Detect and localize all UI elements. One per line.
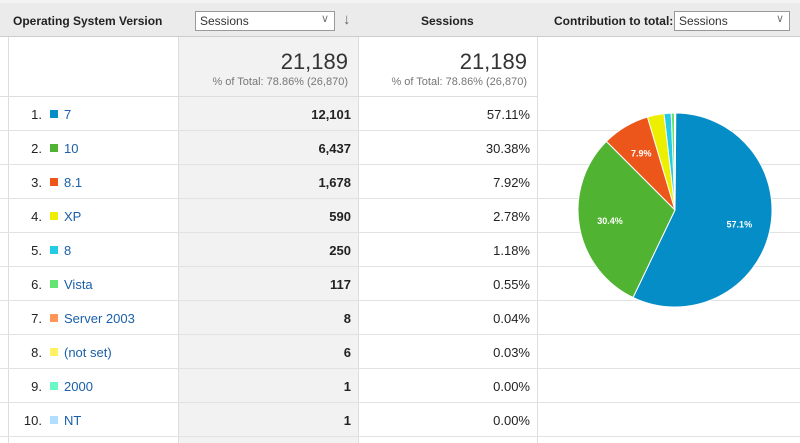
legend-swatch-icon <box>50 382 58 390</box>
contribution-pct: 0.55% <box>493 277 530 292</box>
total-value: 21,189 <box>280 49 348 74</box>
os-link[interactable]: 10 <box>64 141 79 156</box>
row-index: 3. <box>31 175 42 190</box>
chevron-down-icon: ∨ <box>320 13 329 25</box>
os-link[interactable]: 2000 <box>64 379 93 394</box>
totals-row <box>0 37 537 97</box>
legend-swatch-icon <box>50 178 58 186</box>
table-row: 2. 10 6,437 30.38% <box>0 131 800 165</box>
table-row: 3. 8.1 1,678 7.92% <box>0 165 800 199</box>
sessions-value: 12,101 <box>311 107 351 122</box>
table-row: 6. Vista 117 0.55% <box>0 267 800 301</box>
row-index: 5. <box>31 243 42 258</box>
metric-select-value: Sessions <box>200 14 249 28</box>
os-link[interactable]: XP <box>64 209 82 224</box>
contribution-pct: 0.00% <box>493 413 530 428</box>
contribution-pct: 2.78% <box>493 209 530 224</box>
contribution-pct: 0.03% <box>493 345 530 360</box>
os-link[interactable]: NT <box>64 413 82 428</box>
sessions-value: 117 <box>330 277 351 292</box>
row-index: 6. <box>31 277 42 292</box>
row-index: 1. <box>31 107 42 122</box>
sessions-value: 6 <box>343 345 351 360</box>
pie-slice-label: 30.4% <box>597 216 623 226</box>
sort-column-shade <box>178 37 358 443</box>
chevron-down-icon: ∨ <box>775 13 784 25</box>
legend-swatch-icon <box>50 314 58 322</box>
sessions-value: 1 <box>343 413 351 428</box>
sessions-value: 1 <box>343 379 351 394</box>
table-row: 1. 7 12,101 57.11% <box>0 97 800 131</box>
legend-swatch-icon <box>50 246 58 254</box>
os-link[interactable]: (not set) <box>64 345 112 360</box>
os-link[interactable]: 8 <box>64 243 72 258</box>
total-sessions-sorted: 21,189 % of Total: 78.86% (26,870) <box>178 37 358 97</box>
pie-slice-NT[interactable] <box>674 112 677 211</box>
sessions-value: 1,678 <box>318 175 351 190</box>
sessions-value: 6,437 <box>318 141 351 156</box>
dimension-header[interactable]: Operating System Version <box>13 14 163 28</box>
table-row: 5. 8 250 1.18% <box>0 233 800 267</box>
contribution-pct: 0.00% <box>493 379 530 394</box>
table-row: 9. 2000 1 0.00% <box>0 369 800 403</box>
total-sub: % of Total: 78.86% (26,870) <box>212 76 348 88</box>
row-index: 10. <box>23 413 42 428</box>
table-row: 10. NT 1 0.00% <box>0 403 800 437</box>
sessions-value: 590 <box>329 209 351 224</box>
contribution-select[interactable]: Sessions ∨ <box>674 11 790 31</box>
row-index: 7. <box>31 311 42 326</box>
total-value: 21,189 <box>459 49 527 74</box>
sessions-value: 250 <box>329 243 351 258</box>
legend-swatch-icon <box>50 416 58 424</box>
contribution-pct: 57.11% <box>486 107 530 122</box>
legend-swatch-icon <box>50 110 58 118</box>
sessions-header[interactable]: Sessions <box>421 14 474 28</box>
total-sessions: 21,189 % of Total: 78.86% (26,870) <box>358 37 537 97</box>
contribution-label: Contribution to total: <box>554 14 674 28</box>
pie-chart: 57.1% 30.4% 7.9% <box>577 112 773 308</box>
sessions-value: 8 <box>343 311 351 326</box>
os-link[interactable]: 7 <box>64 107 72 122</box>
contribution-pct: 1.18% <box>493 243 530 258</box>
os-link[interactable]: 8.1 <box>64 175 83 190</box>
table-row: 4. XP 590 2.78% <box>0 199 800 233</box>
arrow-down-icon[interactable]: ↓ <box>343 11 351 28</box>
contribution-pct: 30.38% <box>485 141 530 156</box>
os-link[interactable]: Vista <box>64 277 93 292</box>
os-link[interactable]: Server 2003 <box>64 311 135 326</box>
contribution-pct: 7.92% <box>493 175 530 190</box>
legend-swatch-icon <box>50 280 58 288</box>
pie-slice-7[interactable] <box>632 112 773 308</box>
contribution-select-value: Sessions <box>679 14 728 28</box>
table-row: 8. (not set) 6 0.03% <box>0 335 800 369</box>
contribution-pct: 0.04% <box>493 311 530 326</box>
metric-select[interactable]: Sessions ∨ <box>195 11 335 31</box>
row-index: 4. <box>31 209 42 224</box>
total-sub: % of Total: 78.86% (26,870) <box>391 76 527 88</box>
table-header: Operating System Version Sessions ∨ ↓ Ses… <box>0 0 800 37</box>
pie-slice-10[interactable] <box>577 140 676 299</box>
row-index: 8. <box>31 345 42 360</box>
legend-swatch-icon <box>50 212 58 220</box>
table-row: 7. Server 2003 8 0.04% <box>0 301 800 335</box>
legend-swatch-icon <box>50 348 58 356</box>
pie-slice-label: 57.1% <box>727 220 753 230</box>
legend-swatch-icon <box>50 144 58 152</box>
row-index: 2. <box>31 141 42 156</box>
pie-slice-label: 7.9% <box>631 148 652 158</box>
row-index: 9. <box>31 379 42 394</box>
